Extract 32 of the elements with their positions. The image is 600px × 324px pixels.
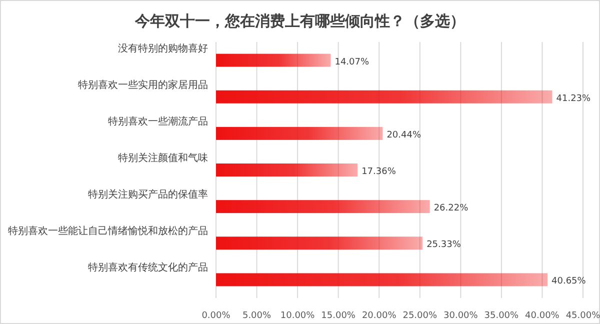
data-label: 40.65%	[552, 276, 586, 287]
y-tick-label: 特别关注颜值和气味	[118, 152, 208, 164]
x-tick-label: 15.00%	[321, 311, 356, 321]
data-label: 26.22%	[434, 204, 469, 214]
y-tick-label: 特别关注购买产品的保值率	[88, 188, 208, 201]
data-label: 25.33%	[426, 240, 462, 250]
data-label: 17.36%	[362, 167, 396, 177]
bar	[216, 200, 430, 214]
x-tick-label: 0.00%	[202, 311, 231, 321]
bar	[216, 164, 358, 176]
bar	[216, 236, 423, 250]
y-tick-label: 特别喜欢一些潮流产品	[108, 115, 208, 128]
data-label: 14.07%	[334, 57, 370, 68]
bar	[216, 54, 331, 67]
data-label: 20.44%	[386, 130, 422, 140]
x-tick-label: 40.00%	[525, 311, 560, 321]
chart-title: 今年双十一，您在消费上有哪些倾向性？（多选）	[134, 12, 465, 30]
bar	[216, 126, 383, 140]
x-tick-label: 30.00%	[444, 311, 478, 321]
x-tick-label: 20.00%	[362, 311, 397, 321]
x-tick-label: 5.00%	[242, 311, 272, 321]
x-tick-label: 45.00%	[566, 311, 600, 321]
x-tick-label: 25.00%	[402, 311, 438, 321]
bar	[216, 90, 552, 104]
y-tick-label: 特别喜欢有传统文化的产品	[88, 262, 208, 274]
y-tick-label: 特别喜欢一些实用的家居用品	[78, 78, 208, 91]
bar	[216, 273, 548, 286]
x-tick-label: 35.00%	[484, 311, 520, 321]
y-tick-label: 特别喜欢一些能让自己情绪愉悦和放松的产品	[8, 225, 208, 238]
y-tick-label: 没有特别的购物喜好	[118, 42, 208, 54]
data-label: 41.23%	[556, 94, 592, 104]
x-tick-label: 10.00%	[280, 311, 316, 321]
